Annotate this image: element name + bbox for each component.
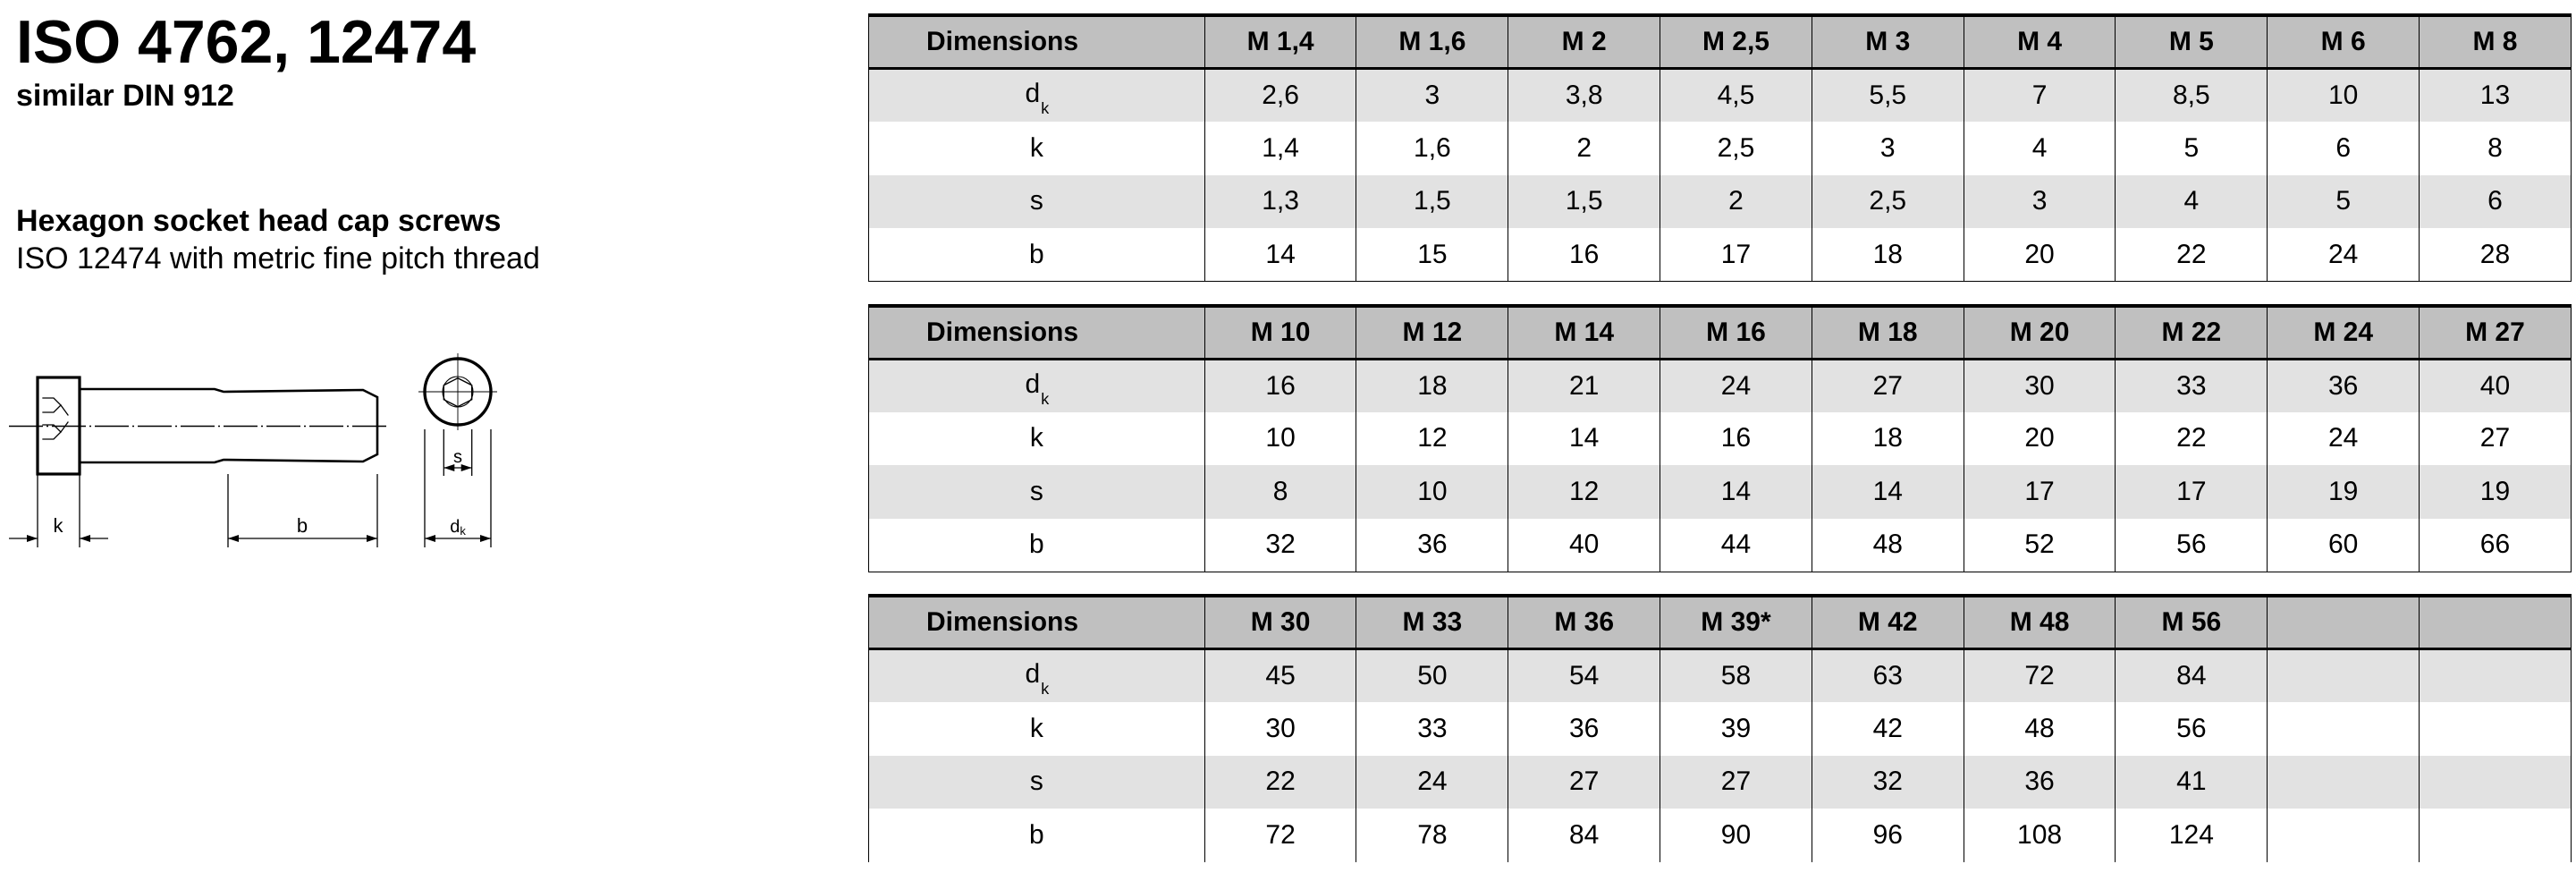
svg-text:b: b xyxy=(297,514,308,537)
svg-text:k: k xyxy=(54,514,64,537)
svg-text:dk: dk xyxy=(450,517,466,538)
svg-text:s: s xyxy=(453,447,462,467)
